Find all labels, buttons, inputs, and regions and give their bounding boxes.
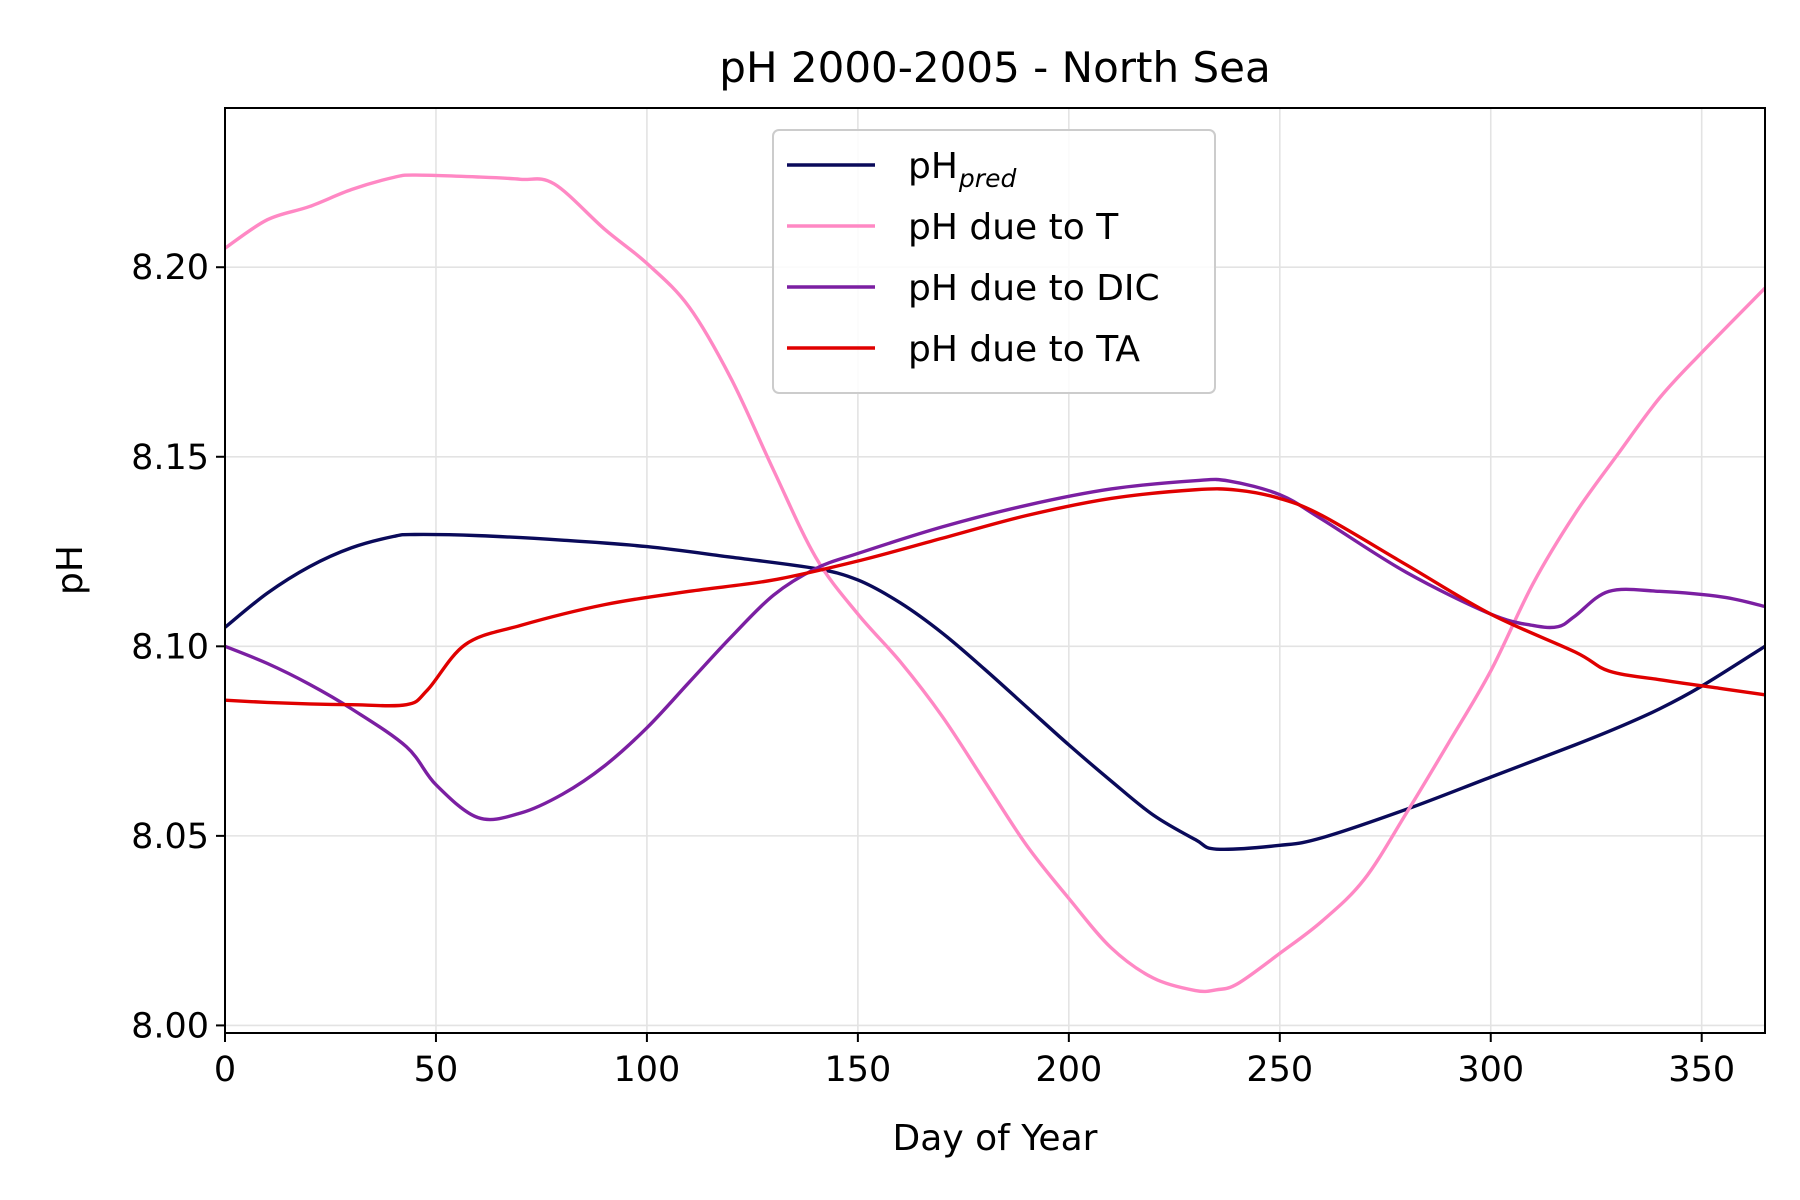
x-axis-label: Day of Year (893, 1118, 1098, 1159)
legend-label-ph-due-to-dic: pH due to DIC (908, 268, 1160, 309)
plot-frame (224, 107, 1766, 1034)
y-tick-label: 8.00 (131, 1006, 209, 1046)
x-tick-label: 50 (414, 1050, 459, 1090)
x-tick-label: 350 (1668, 1050, 1735, 1090)
y-tick-label: 8.10 (131, 627, 209, 667)
x-tick-label: 100 (614, 1050, 681, 1090)
y-tick-label: 8.15 (131, 438, 209, 478)
legend-label-subscript: pred (958, 164, 1017, 193)
series-line-ph-pred (223, 532, 1766, 852)
y-tick-label: 8.05 (131, 817, 209, 857)
legend-label-ph-due-to-t: pH due to T (908, 207, 1119, 248)
axis-ticks: 0 50 100 150 200 250 300 350 8.00 8.05 8.10 8.15 8.2… (131, 248, 1735, 1090)
series-line-ph-due-to-ta (224, 487, 1766, 708)
x-tick-label: 200 (1035, 1050, 1102, 1090)
series-lines (223, 173, 1767, 994)
series-line-ph-due-to-t (224, 173, 1767, 994)
x-tick-label: 250 (1246, 1050, 1313, 1090)
series-line-ph-due-to-dic (224, 477, 1766, 822)
y-axis-label: pH (50, 545, 91, 595)
legend-box (772, 129, 1216, 394)
x-tick-label: 300 (1457, 1050, 1524, 1090)
y-tick-label: 8.20 (131, 248, 209, 288)
x-tick-label: 150 (824, 1050, 891, 1090)
legend-label-ph-due-to-ta: pH due to TA (908, 329, 1140, 370)
x-tick-label: 0 (214, 1050, 236, 1090)
chart-title: pH 2000-2005 - North Sea (719, 43, 1270, 92)
